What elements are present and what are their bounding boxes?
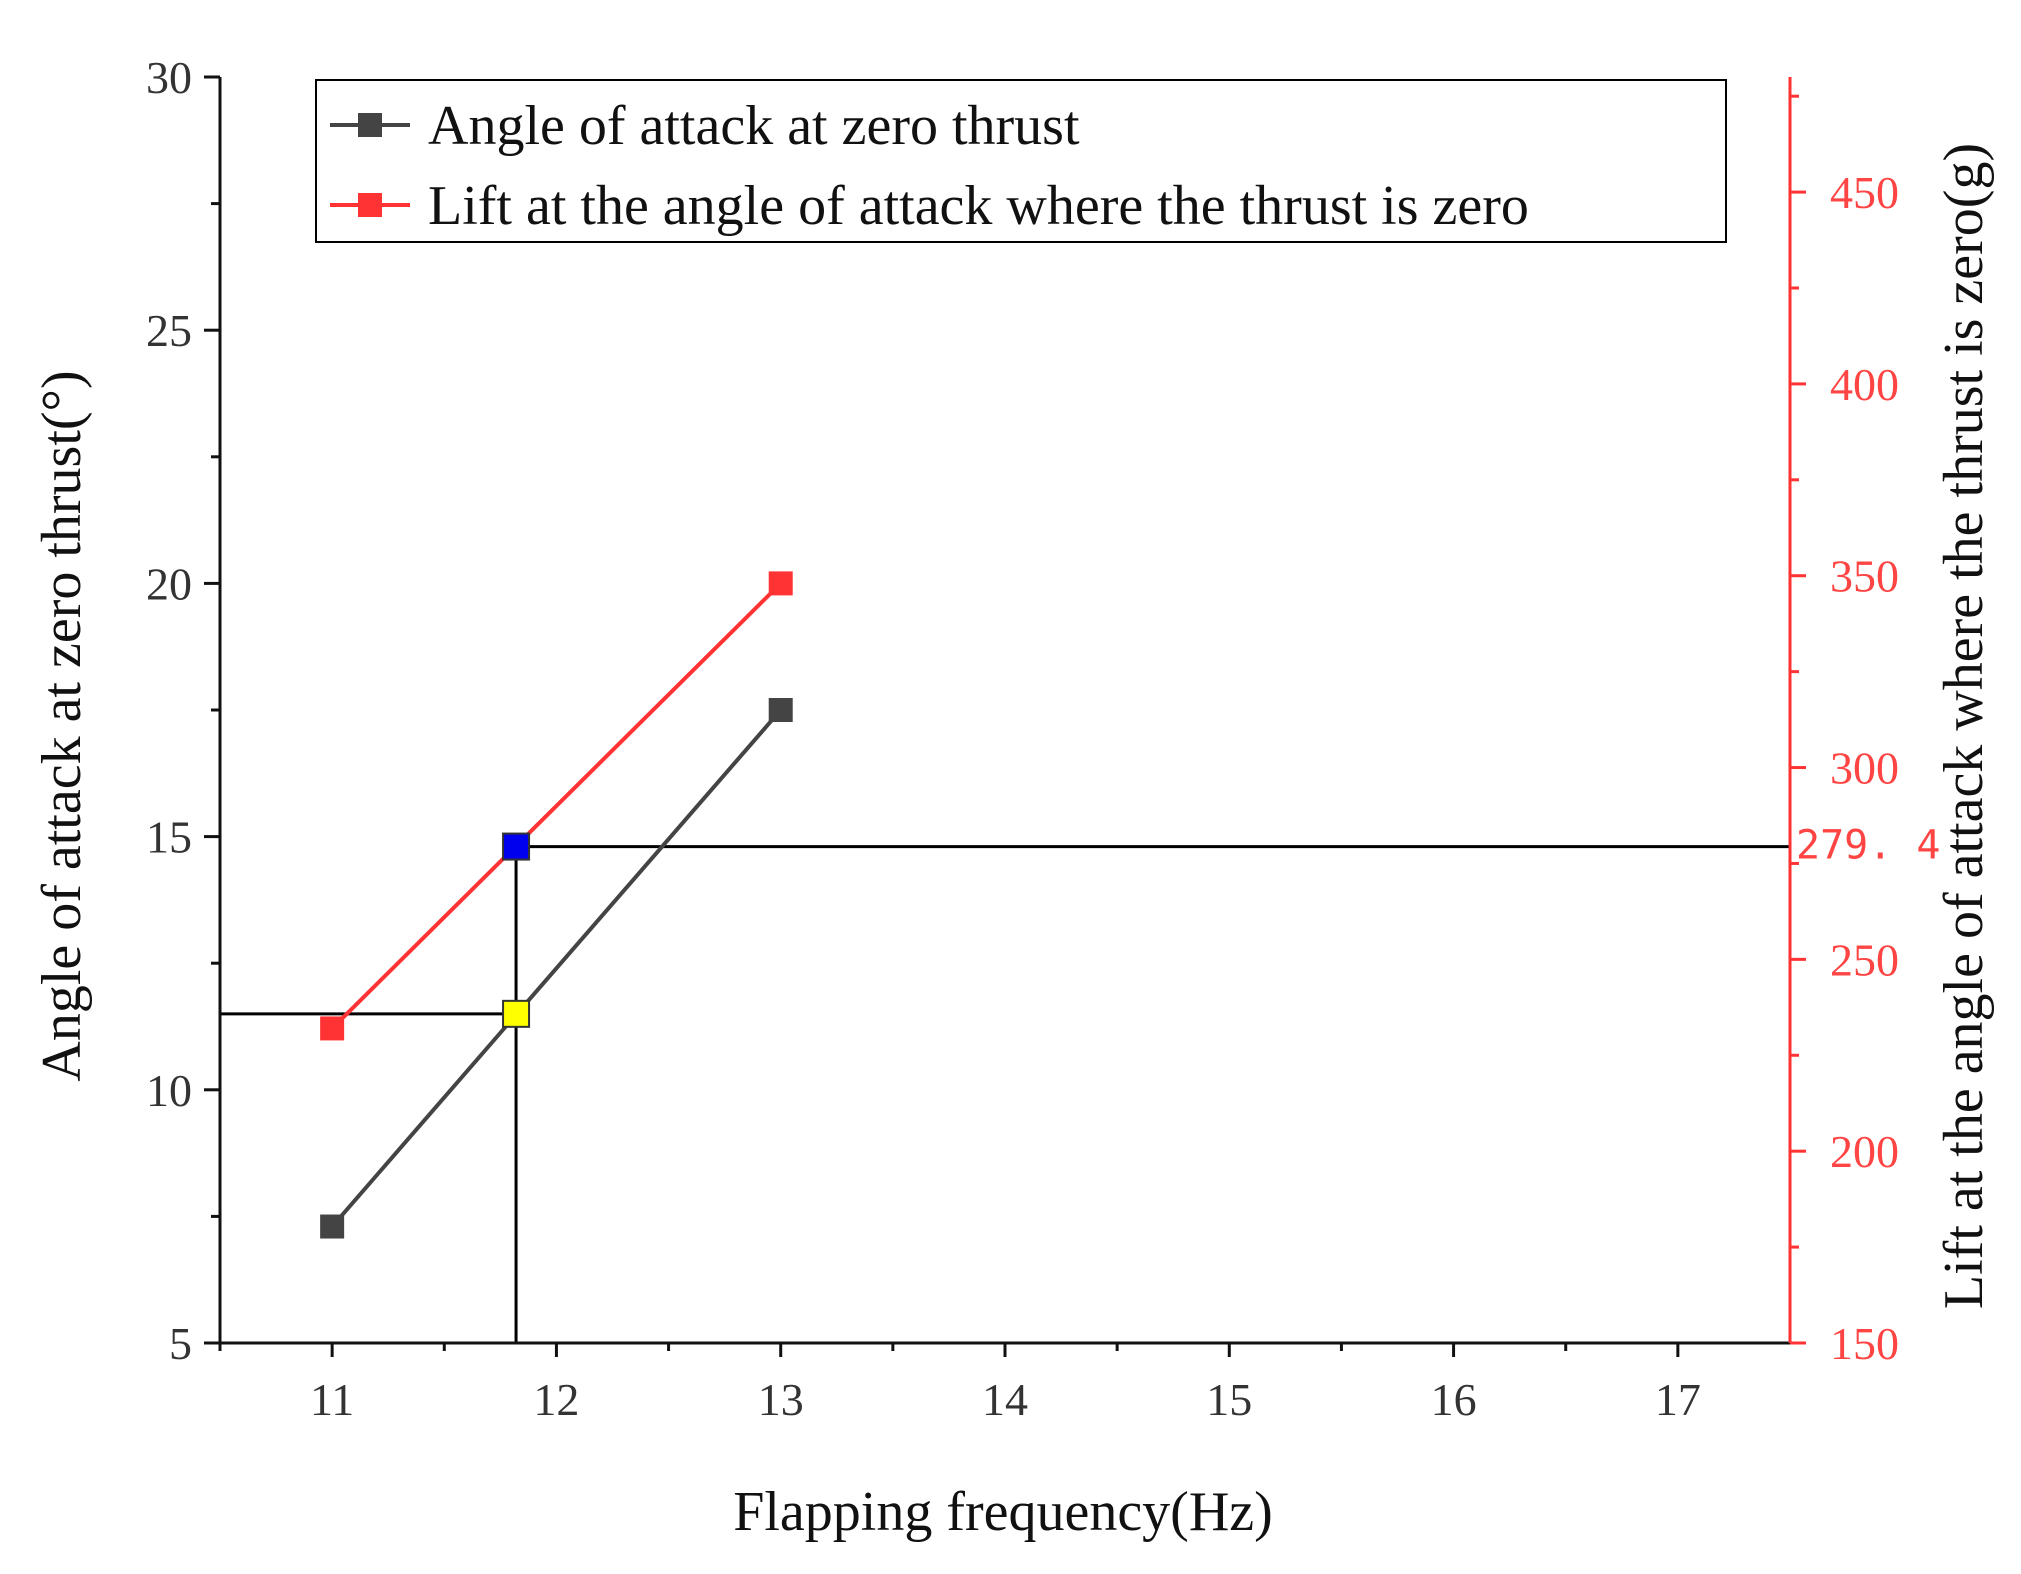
axes	[218, 77, 1792, 1345]
y-left-tick-label: 20	[146, 558, 192, 609]
series-line-0	[330, 708, 783, 1228]
y-left-tick-label: 30	[146, 52, 192, 103]
ticks: 11 12 13 14 15 16 17 5 10 15 20 25 30 150 200 250 300 350…	[146, 52, 1899, 1425]
legend-box	[315, 79, 1727, 243]
legend-item-lift: Lift at the angle of attack where the th…	[330, 175, 1529, 237]
y-right-tick-label: 150	[1830, 1318, 1899, 1369]
y-right-tick-label: 200	[1830, 1126, 1899, 1177]
legend-label-lift: Lift at the angle of attack where the th…	[428, 175, 1529, 237]
legend-label-angle: Angle of attack at zero thrust	[428, 95, 1080, 157]
series-layer	[320, 571, 793, 1239]
series-line-1	[330, 581, 783, 1030]
y-right-tick-label: 350	[1830, 551, 1899, 602]
data-point-series-0	[320, 1214, 345, 1239]
x-tick-label: 15	[1206, 1374, 1252, 1425]
y-left-tick-label: 25	[146, 305, 192, 356]
annotation-markers: 279. 4	[502, 823, 1941, 1028]
x-tick-label: 11	[310, 1374, 354, 1425]
y-left-tick-label: 15	[146, 812, 192, 863]
data-point-series-1	[768, 571, 793, 596]
legend: Angle of attack at zero thrust Lift at t…	[315, 79, 1727, 243]
y-right-tick-label: 400	[1830, 359, 1899, 410]
y-right-tick-label: 300	[1830, 743, 1899, 794]
legend-swatch-marker-lift	[358, 193, 382, 217]
y-left-tick-label: 10	[146, 1065, 192, 1116]
guide-lines	[220, 845, 1790, 1343]
x-axis-title: Flapping frequency(Hz)	[733, 1481, 1273, 1543]
y-left-axis-title: Angle of attack at zero thrust(°)	[31, 370, 93, 1081]
x-tick-label: 12	[533, 1374, 579, 1425]
y-right-axis-title: Lift at the angle of attack where the th…	[1933, 143, 1995, 1309]
data-point-series-0	[768, 698, 793, 722]
interpolated-lift-marker	[502, 832, 531, 861]
x-tick-label: 13	[758, 1374, 804, 1425]
legend-swatch-marker-angle	[358, 113, 382, 137]
y-left-tick-label: 5	[169, 1318, 192, 1369]
x-tick-label: 14	[982, 1374, 1028, 1425]
interpolated-angle-marker	[502, 999, 531, 1028]
x-tick-label: 17	[1655, 1374, 1701, 1425]
lift-value-label: 279. 4	[1796, 823, 1941, 869]
y-right-tick-label: 250	[1830, 934, 1899, 985]
x-tick-label: 16	[1431, 1374, 1477, 1425]
legend-item-angle: Angle of attack at zero thrust	[330, 95, 1080, 157]
data-point-series-1	[320, 1016, 345, 1041]
y-right-tick-label: 450	[1830, 167, 1899, 218]
